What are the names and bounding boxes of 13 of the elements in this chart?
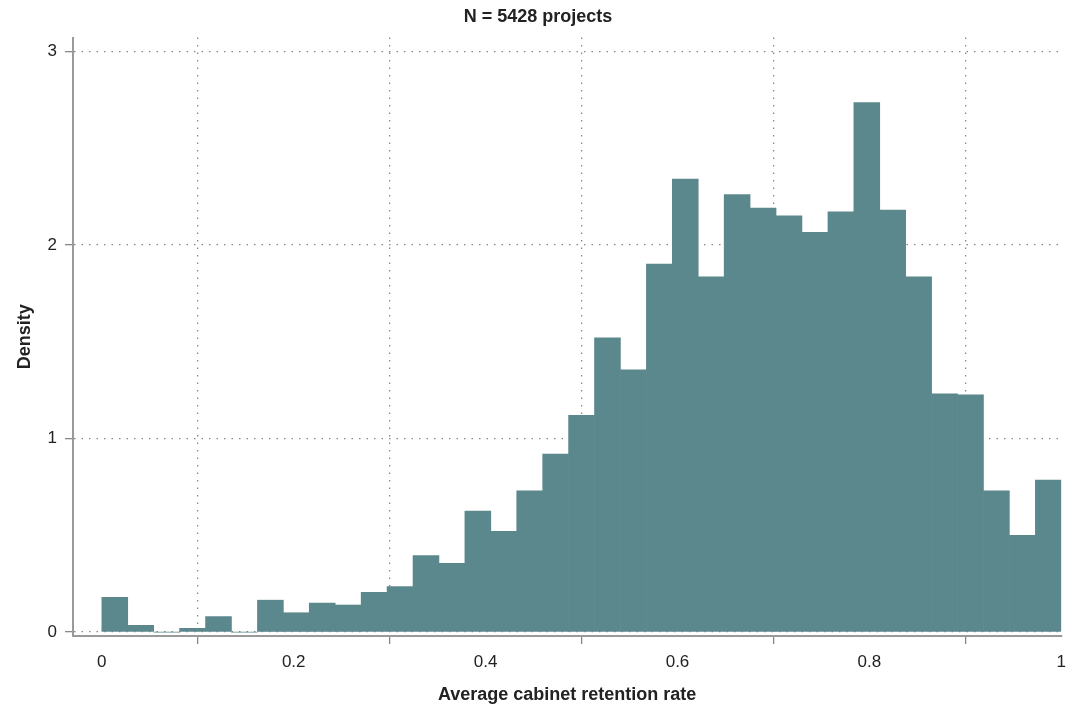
y-tick-label: 1 xyxy=(47,428,58,448)
x-tick-label: 0.2 xyxy=(281,651,306,671)
x-tick-label: 0.8 xyxy=(857,651,882,671)
y-tick-label: 2 xyxy=(47,234,58,254)
x-tick-label: 1 xyxy=(1056,651,1067,671)
y-tick-label: 3 xyxy=(47,40,58,60)
x-tick-label: 0 xyxy=(97,651,107,671)
chart-title: N = 5428 projects xyxy=(463,5,613,26)
x-axis-title: Average cabinet retention rate xyxy=(437,684,697,705)
y-axis-title: Density xyxy=(13,304,34,370)
x-tick-label: 0.4 xyxy=(473,651,498,671)
y-tick-label: 0 xyxy=(47,621,58,641)
x-tick-label: 0.6 xyxy=(665,651,690,671)
